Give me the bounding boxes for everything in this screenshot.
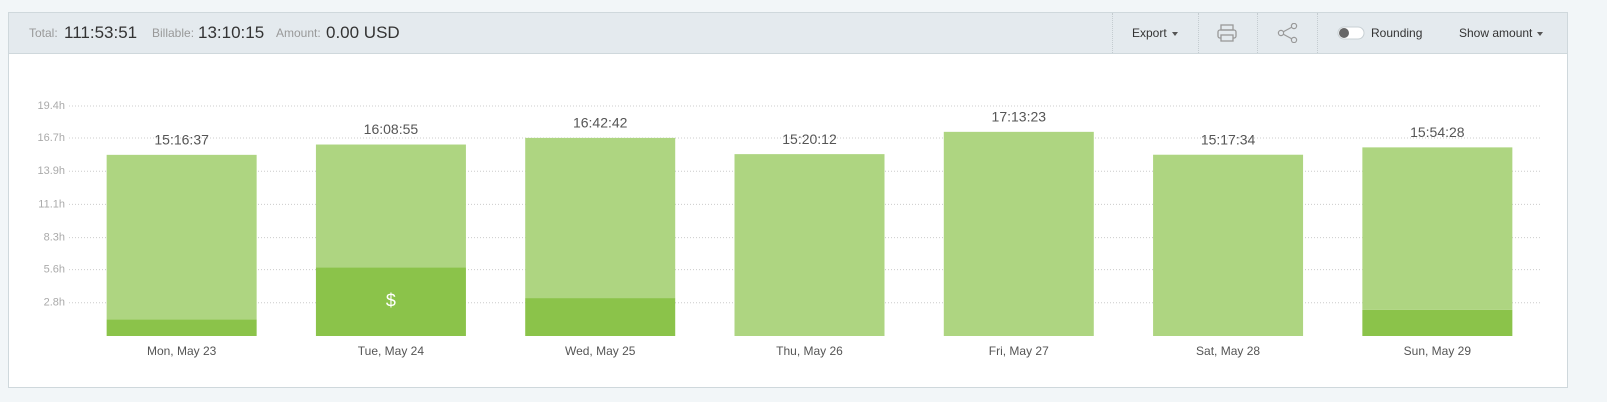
x-tick-label: Wed, May 25: [565, 344, 636, 358]
bar-segment: [1362, 147, 1513, 310]
export-button[interactable]: Export: [1132, 13, 1178, 53]
amount-value: 0.00 USD: [326, 23, 400, 42]
total-label: 15:54:28: [1410, 124, 1465, 140]
share-button[interactable]: [1277, 23, 1299, 43]
bar-segment: [315, 267, 466, 336]
y-tick-label: 16.7h: [37, 132, 65, 144]
rounding-label: Rounding: [1371, 26, 1423, 40]
caret: [1171, 31, 1178, 36]
bar-segment: [734, 154, 885, 336]
y-tick-label: 5.6h: [44, 264, 65, 276]
total-label: 15:20:12: [782, 131, 837, 147]
x-tick-label: Sun, May 29: [1404, 344, 1472, 358]
separator: [1198, 13, 1199, 53]
show-amount-text: Show amount: [1459, 26, 1533, 40]
bar-segment: [106, 154, 257, 320]
rounding-toggle[interactable]: [1337, 26, 1365, 40]
y-tick-label: 13.9h: [37, 165, 65, 177]
total-label: 15:16:37: [154, 132, 209, 148]
separator: [1112, 13, 1113, 53]
show-amount-button[interactable]: Show amount: [1459, 13, 1544, 53]
billable-label: Billable:: [152, 26, 195, 40]
y-tick-label: 2.8h: [44, 297, 65, 309]
chart: 2.8h 5.6h 8.3h 11.1h 13.9h 16.7h 19.4h 15:16:37…: [37, 100, 1542, 358]
billable-marker: $: [386, 290, 396, 310]
total-label: 16:42:42: [573, 115, 628, 131]
caret: [1537, 31, 1544, 36]
print-button[interactable]: [1216, 23, 1238, 43]
y-tick-label: 11.1h: [38, 198, 65, 210]
total-label: Total:: [29, 26, 58, 40]
bar-segment: [525, 298, 676, 336]
total-value: 111:53:51: [64, 23, 138, 42]
x-tick-label: Sat, May 28: [1196, 344, 1260, 358]
total-label: 16:08:55: [364, 121, 419, 137]
y-tick-label: 8.3h: [44, 232, 65, 244]
bar-segment: [315, 144, 466, 268]
bar-segment: [1153, 154, 1304, 336]
x-tick-label: Mon, May 23: [147, 344, 217, 358]
bar-segment: [1362, 309, 1513, 336]
x-tick-label: Tue, May 24: [358, 344, 425, 358]
y-tick-label: 19.4h: [37, 100, 65, 112]
amount-label: Amount:: [276, 26, 321, 40]
total-label: 15:17:34: [1201, 131, 1256, 147]
separator: [1317, 13, 1318, 53]
export-text: Export: [1132, 26, 1167, 40]
total-label: 17:13:23: [992, 109, 1047, 125]
bar-segment: [106, 319, 257, 336]
x-tick-label: Thu, May 26: [776, 344, 843, 358]
x-tick-label: Fri, May 27: [989, 344, 1049, 358]
bar-segment: [943, 131, 1094, 336]
bar-segment: [525, 137, 676, 299]
billable-value: 13:10:15: [198, 23, 265, 42]
toolbar: Total: 111:53:51 Billable: 13:10:15 Amou…: [9, 13, 1567, 54]
report-panel: Total: 111:53:51 Billable: 13:10:15 Amou…: [8, 12, 1568, 388]
separator: [1257, 13, 1258, 53]
